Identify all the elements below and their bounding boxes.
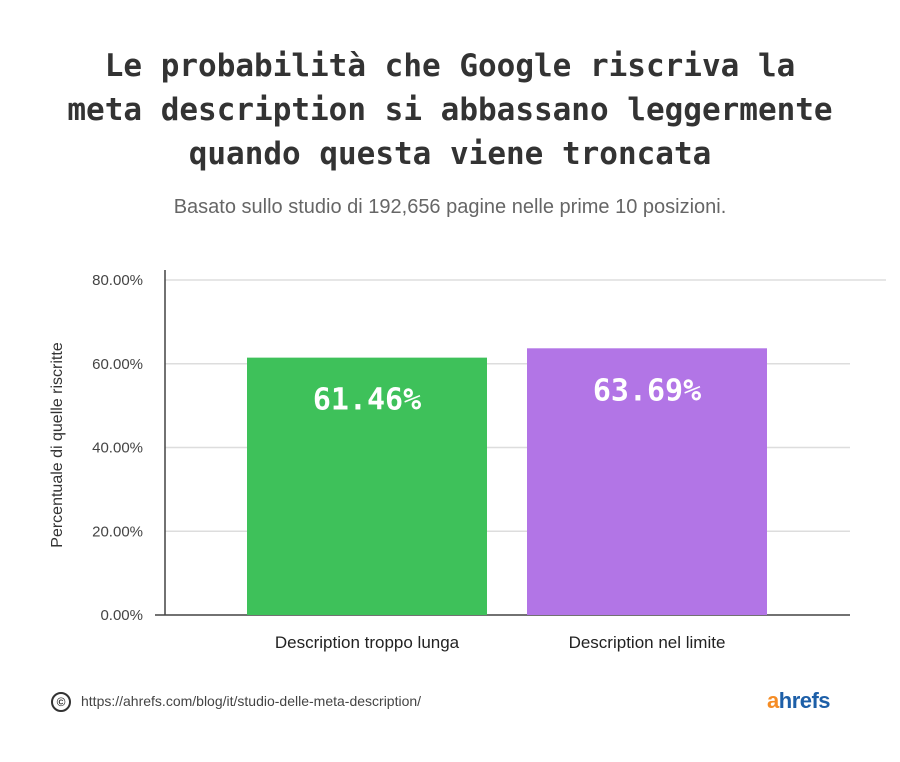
data-label: 61.46% bbox=[313, 383, 421, 418]
x-tick-label: Description nel limite bbox=[569, 633, 726, 652]
y-tick-label: 80.00% bbox=[92, 272, 143, 289]
x-tick-label: Description troppo lunga bbox=[275, 633, 460, 652]
title-line-3: quando questa viene troncata bbox=[188, 136, 712, 172]
bar bbox=[527, 348, 767, 615]
title-line-2: meta description si abbassano leggerment… bbox=[67, 92, 833, 128]
y-axis-label: Percentuale di quelle riscritte bbox=[49, 342, 66, 548]
title-line-1: Le probabilità che Google riscriva la bbox=[104, 48, 796, 84]
y-tick-label: 0.00% bbox=[100, 607, 143, 624]
y-tick-label: 60.00% bbox=[92, 356, 143, 373]
chart-subtitle: Basato sullo studio di 192,656 pagine ne… bbox=[173, 196, 727, 218]
logo-letter-a: a bbox=[767, 688, 779, 713]
bar bbox=[247, 357, 487, 615]
source-url: https://ahrefs.com/blog/it/studio-delle-… bbox=[81, 693, 422, 709]
ahrefs-logo: ahrefs bbox=[767, 688, 831, 714]
y-tick-label: 40.00% bbox=[92, 440, 143, 457]
logo-text: hrefs bbox=[778, 688, 831, 713]
data-label: 63.69% bbox=[593, 373, 701, 408]
bar-chart: 0.00% 20.00% 40.00% 60.00% 80.00% Percentuale… bbox=[49, 270, 886, 652]
y-tick-label: 20.00% bbox=[92, 523, 143, 540]
chart-title: Le probabilità che Google riscriva la me… bbox=[40, 44, 860, 176]
copyright-icon: © bbox=[51, 692, 71, 712]
